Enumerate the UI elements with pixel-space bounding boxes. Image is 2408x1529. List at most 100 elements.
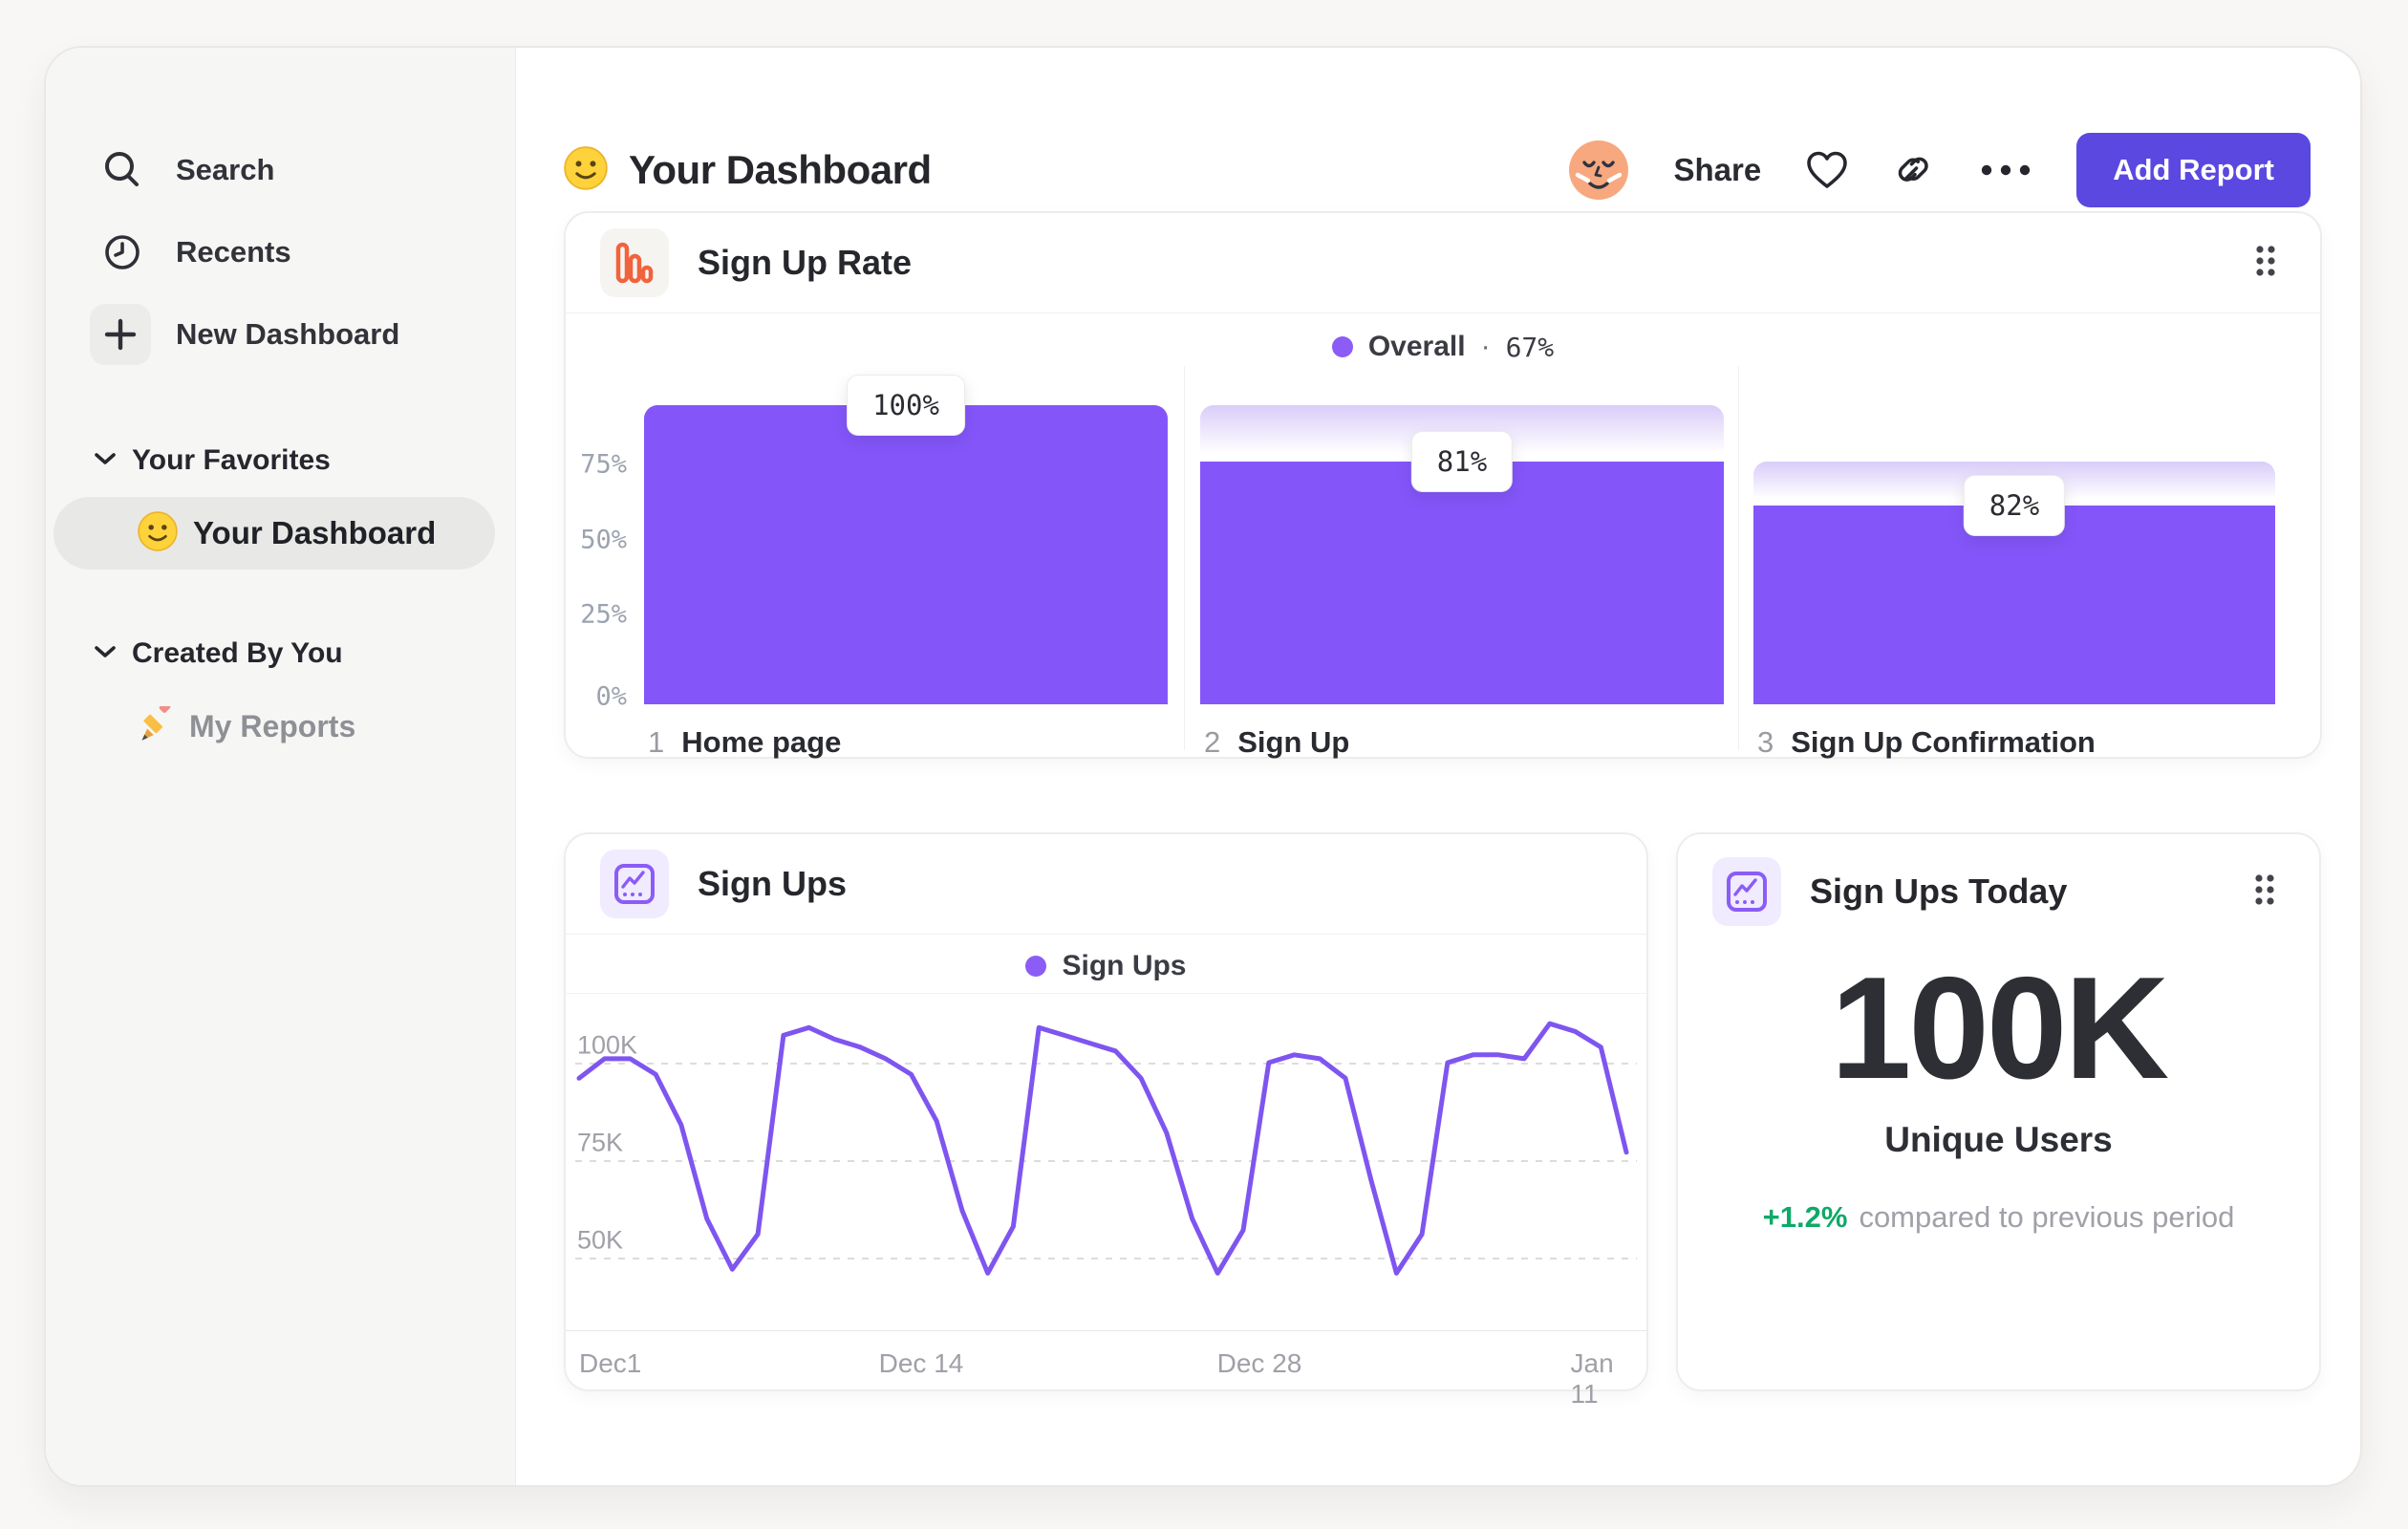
conversion-tooltip: 100% — [847, 375, 965, 436]
step-number: 1 — [648, 725, 665, 759]
page-header: Your Dashboard Share — [563, 120, 2311, 220]
gridline — [575, 1063, 1637, 1065]
funnel-step-label: 1 Home page — [648, 725, 841, 760]
funnel-y-tick: 25% — [580, 599, 627, 630]
sidebar-item-label: Your Dashboard — [193, 515, 437, 550]
metric-delta: +1.2% compared to previous period — [1678, 1200, 2319, 1235]
line-chart-icon — [600, 850, 669, 918]
column-divider — [1184, 366, 1185, 750]
sidebar-item-your-dashboard[interactable]: Your Dashboard — [54, 497, 495, 570]
clock-icon — [92, 230, 153, 274]
delta-caption: compared to previous period — [1859, 1200, 2235, 1235]
sidebar-item-label: Search — [176, 153, 275, 186]
card-header: Sign Ups Today — [1678, 834, 2319, 949]
funnel-step: 81% — [1200, 213, 1724, 757]
conversion-tooltip: 81% — [1410, 431, 1514, 493]
sidebar-item-my-reports[interactable]: My Reports — [46, 696, 515, 757]
funnel-step: 100% — [644, 213, 1168, 757]
line-chart-icon — [1712, 857, 1781, 926]
card-header: Sign Up Rate — [566, 213, 2320, 312]
sidebar: Search Recents New Dashboard Your Favori… — [46, 48, 516, 1485]
card-header: Sign Ups — [566, 834, 1646, 934]
sidebar-section-label: Created By You — [132, 637, 343, 669]
chevron-down-icon — [94, 644, 117, 664]
step-name: Home page — [681, 725, 842, 759]
heart-icon[interactable] — [1805, 150, 1849, 190]
smiley-emoji-icon — [137, 510, 179, 556]
sidebar-section-created-by-you[interactable]: Created By You — [46, 625, 515, 682]
card-title: Sign Ups Today — [1810, 872, 2068, 911]
pencil-emoji-icon — [138, 700, 174, 747]
funnel-step-label: 3 Sign Up Confirmation — [1757, 725, 2096, 760]
metric-label: Unique Users — [1884, 1120, 2113, 1160]
y-axis-tick: 100K — [577, 1030, 638, 1060]
smiley-emoji-icon — [563, 145, 609, 195]
sign-ups-today-card: Sign Ups Today 100K Unique Users +1.2% co… — [1676, 832, 2321, 1391]
x-axis-tick: Jan 11 — [1570, 1348, 1614, 1409]
gridline — [575, 1258, 1637, 1260]
y-axis-tick: 50K — [577, 1225, 624, 1255]
legend-dot — [1331, 336, 1353, 357]
step-number: 3 — [1757, 725, 1774, 759]
legend-value: 67% — [1505, 331, 1555, 363]
funnel-y-tick: 75% — [580, 449, 627, 480]
funnel-step-label: 2 Sign Up — [1204, 725, 1349, 760]
sidebar-section-label: Your Favorites — [132, 444, 331, 476]
gridline — [575, 1160, 1637, 1162]
drag-handle-icon[interactable] — [2252, 871, 2277, 914]
x-axis-tick: Dec 14 — [878, 1348, 964, 1378]
y-axis-tick: 75K — [577, 1128, 624, 1157]
sidebar-item-label: My Reports — [189, 708, 356, 743]
ellipsis-icon[interactable] — [1979, 163, 2032, 177]
funnel-y-tick: 0% — [595, 681, 627, 712]
link-icon[interactable] — [1893, 149, 1935, 191]
sidebar-item-new-dashboard[interactable]: New Dashboard — [46, 300, 515, 369]
add-report-button[interactable]: Add Report — [2076, 133, 2311, 207]
funnel-y-tick: 50% — [580, 525, 627, 554]
drag-handle-icon[interactable] — [2253, 242, 2278, 285]
legend-separator: · — [1480, 331, 1491, 362]
share-button[interactable]: Share — [1673, 152, 1762, 187]
funnel-bar[interactable] — [644, 405, 1168, 704]
avatar[interactable] — [1567, 139, 1630, 202]
line-chart-plot[interactable] — [566, 993, 1646, 1330]
divider — [566, 993, 1646, 994]
main-content: Your Dashboard Share — [516, 48, 2360, 1485]
legend-label: Sign Ups — [1062, 950, 1187, 981]
funnel-bar[interactable] — [1200, 462, 1724, 704]
delta-percent: +1.2% — [1762, 1200, 1848, 1235]
legend-dot — [1025, 956, 1047, 977]
page-title: Your Dashboard — [629, 147, 932, 192]
sidebar-item-label: New Dashboard — [176, 317, 400, 351]
x-axis-line — [566, 1330, 1646, 1331]
search-icon — [92, 148, 153, 192]
sidebar-item-label: Recents — [176, 235, 291, 269]
line-legend: Sign Ups — [566, 939, 1646, 993]
x-axis-tick: Dec1 — [579, 1348, 642, 1378]
card-title: Sign Up Rate — [698, 243, 913, 282]
sidebar-section-your-favorites[interactable]: Your Favorites — [46, 432, 515, 489]
funnel-legend: Overall · 67% — [566, 320, 2320, 374]
sidebar-item-search[interactable]: Search — [46, 136, 515, 205]
funnel-step: 82% — [1753, 213, 2275, 757]
sign-ups-card: Sign Ups Sign Ups 100K 75K 50K Dec1 Dec … — [564, 832, 1648, 1409]
legend-label: Overall — [1367, 331, 1466, 362]
plus-icon — [90, 304, 151, 365]
step-name: Sign Up — [1237, 725, 1350, 759]
divider — [566, 934, 1646, 935]
x-axis-tick: Dec 28 — [1216, 1348, 1302, 1378]
chevron-down-icon — [94, 451, 117, 471]
sidebar-item-recents[interactable]: Recents — [46, 218, 515, 287]
step-number: 2 — [1204, 725, 1221, 759]
step-name: Sign Up Confirmation — [1791, 725, 2096, 759]
bar-chart-icon — [600, 228, 669, 297]
sign-up-rate-card: Sign Up Rate Overall · 67% 0% 25% 50% 75% 1 H… — [564, 211, 2322, 759]
funnel-plot: 0% 25% 50% 75% 1 Home page 100% 2 Sign Up 81% 3 Sig… — [566, 213, 2320, 760]
app-window: Search Recents New Dashboard Your Favori… — [44, 46, 2362, 1487]
funnel-bar[interactable] — [1753, 506, 2275, 704]
conversion-tooltip: 82% — [1963, 475, 2066, 537]
column-divider — [1738, 366, 1739, 750]
metric-body: 100K Unique Users +1.2% compared to previ… — [1678, 947, 2319, 1235]
divider — [566, 312, 2320, 313]
metric-value: 100K — [1830, 947, 2169, 1109]
